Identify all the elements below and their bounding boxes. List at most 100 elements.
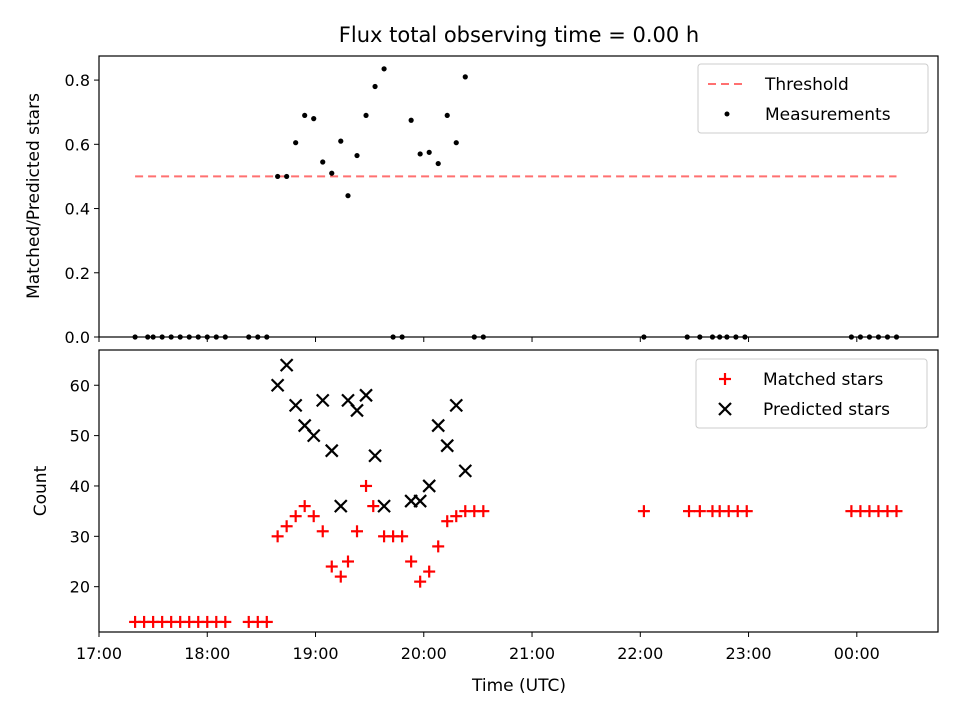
x-tick-label: 20:00 [401, 644, 447, 663]
legend-measurements-label: Measurements [765, 105, 891, 125]
x-tick-label: 00:00 [834, 644, 880, 663]
matched-star-point [280, 520, 293, 533]
y-tick-label: 0.4 [65, 200, 90, 219]
measurement-point [275, 173, 281, 180]
measurement-point [426, 149, 432, 155]
y-tick-label: 20 [70, 578, 90, 597]
measurement-point [390, 334, 396, 340]
matched-star-point [219, 615, 232, 628]
measurement-point [372, 83, 378, 90]
measurement-point [264, 334, 270, 340]
measurement-point [462, 74, 468, 80]
matched-star-point [334, 570, 347, 583]
top-legend-frame [697, 63, 929, 134]
measurement-point [480, 334, 486, 340]
y-tick-label: 60 [70, 376, 90, 395]
measurement-point [724, 334, 730, 340]
measurement-point [435, 160, 441, 167]
x-tick-label: 22:00 [617, 644, 663, 663]
matched-star-point [441, 515, 454, 528]
legend-matched-label: Matched stars [763, 370, 883, 390]
predicted-star-point [306, 428, 321, 443]
measurement-point [884, 334, 891, 340]
measurement-point [697, 334, 703, 340]
measurement-point [329, 170, 335, 176]
matched-star-point [367, 500, 380, 513]
measurement-point [354, 152, 360, 159]
y-tick-label: 0.0 [65, 328, 90, 347]
top-x-ticks [98, 337, 858, 342]
top-panel: Matched/Predicted stars 0.00.20.40.60.8 … [24, 55, 939, 347]
measurement-point [311, 116, 317, 122]
matched-star-point [316, 525, 329, 538]
predicted-star-point [359, 388, 373, 403]
measurement-point [293, 140, 299, 146]
predicted-star-point [458, 464, 473, 478]
top-y-axis-label: Matched/Predicted stars [24, 93, 44, 299]
matched-star-point [298, 500, 311, 513]
measurement-point [150, 334, 156, 340]
y-tick-label: 0.2 [65, 264, 90, 283]
top-y-ticks: 0.0 0.2 0.4 0.6 0.8 [65, 71, 99, 347]
measurement-point [893, 334, 900, 340]
predicted-star-point [279, 358, 294, 372]
matched-star-point [271, 530, 284, 543]
measurement-point [399, 334, 405, 340]
bottom-x-axis-label: Time (UTC) [471, 676, 566, 696]
measurement-point [417, 151, 423, 157]
legend-threshold-label: Threshold [764, 75, 849, 95]
measurement-point [875, 334, 882, 340]
top-panel-frame [98, 55, 939, 338]
matched-star-point [693, 505, 706, 518]
measurement-point [444, 112, 450, 119]
matched-star-point [351, 525, 364, 538]
measurement-point [246, 334, 252, 340]
matched-star-point [683, 505, 696, 518]
matched-star-point [890, 505, 903, 518]
predicted-star-point [431, 418, 445, 433]
bottom-x-ticks: 17:00 18:00 19:00 20:00 21:00 22:00 23:00 00:00 [76, 632, 880, 663]
measurement-point [302, 112, 308, 119]
matched-star-point [450, 510, 463, 523]
measurement-point [717, 334, 723, 340]
bottom-y-axis-label: Count [31, 465, 51, 516]
measurement-point [408, 117, 414, 123]
legend-predicted-label: Predicted stars [763, 400, 890, 420]
measurement-point [866, 334, 873, 340]
bottom-legend: Matched stars Predicted stars [695, 358, 928, 429]
measurement-point [159, 334, 165, 340]
measurement-point [363, 112, 369, 119]
chart-title: Flux total observing time = 0.00 h [339, 23, 699, 47]
measurement-point [255, 334, 261, 340]
matched-star-point [289, 510, 302, 523]
measurement-point [471, 334, 477, 340]
measurement-point [733, 334, 739, 340]
bottom-y-ticks: 20 30 40 50 60 [70, 376, 99, 597]
y-tick-label: 0.6 [65, 135, 90, 154]
measurement-point [338, 138, 344, 144]
x-tick-label: 18:00 [184, 644, 230, 663]
measurement-point [177, 334, 183, 340]
matched-star-point [396, 530, 409, 543]
matched-star-point [260, 615, 273, 628]
legend-matched-swatch [719, 373, 731, 385]
matched-star-point [325, 560, 338, 573]
measurement-point [186, 334, 192, 340]
predicted-star-point [324, 443, 339, 458]
measurement-point [742, 334, 748, 340]
measurement-point [848, 334, 854, 340]
predicted-star-point [413, 494, 427, 508]
matched-star-point [414, 575, 427, 588]
bottom-panel-frame [98, 349, 939, 633]
measurement-point [145, 334, 151, 340]
legend-measurements-swatch [724, 111, 730, 117]
legend-predicted-swatch [718, 402, 732, 416]
predicted-star-point [315, 393, 330, 408]
matched-star-point [341, 555, 354, 568]
y-tick-label: 40 [70, 477, 90, 496]
matched-star-point [405, 555, 418, 568]
measurement-point [213, 334, 219, 340]
matched-star-point [360, 479, 373, 492]
y-tick-label: 30 [70, 527, 90, 546]
